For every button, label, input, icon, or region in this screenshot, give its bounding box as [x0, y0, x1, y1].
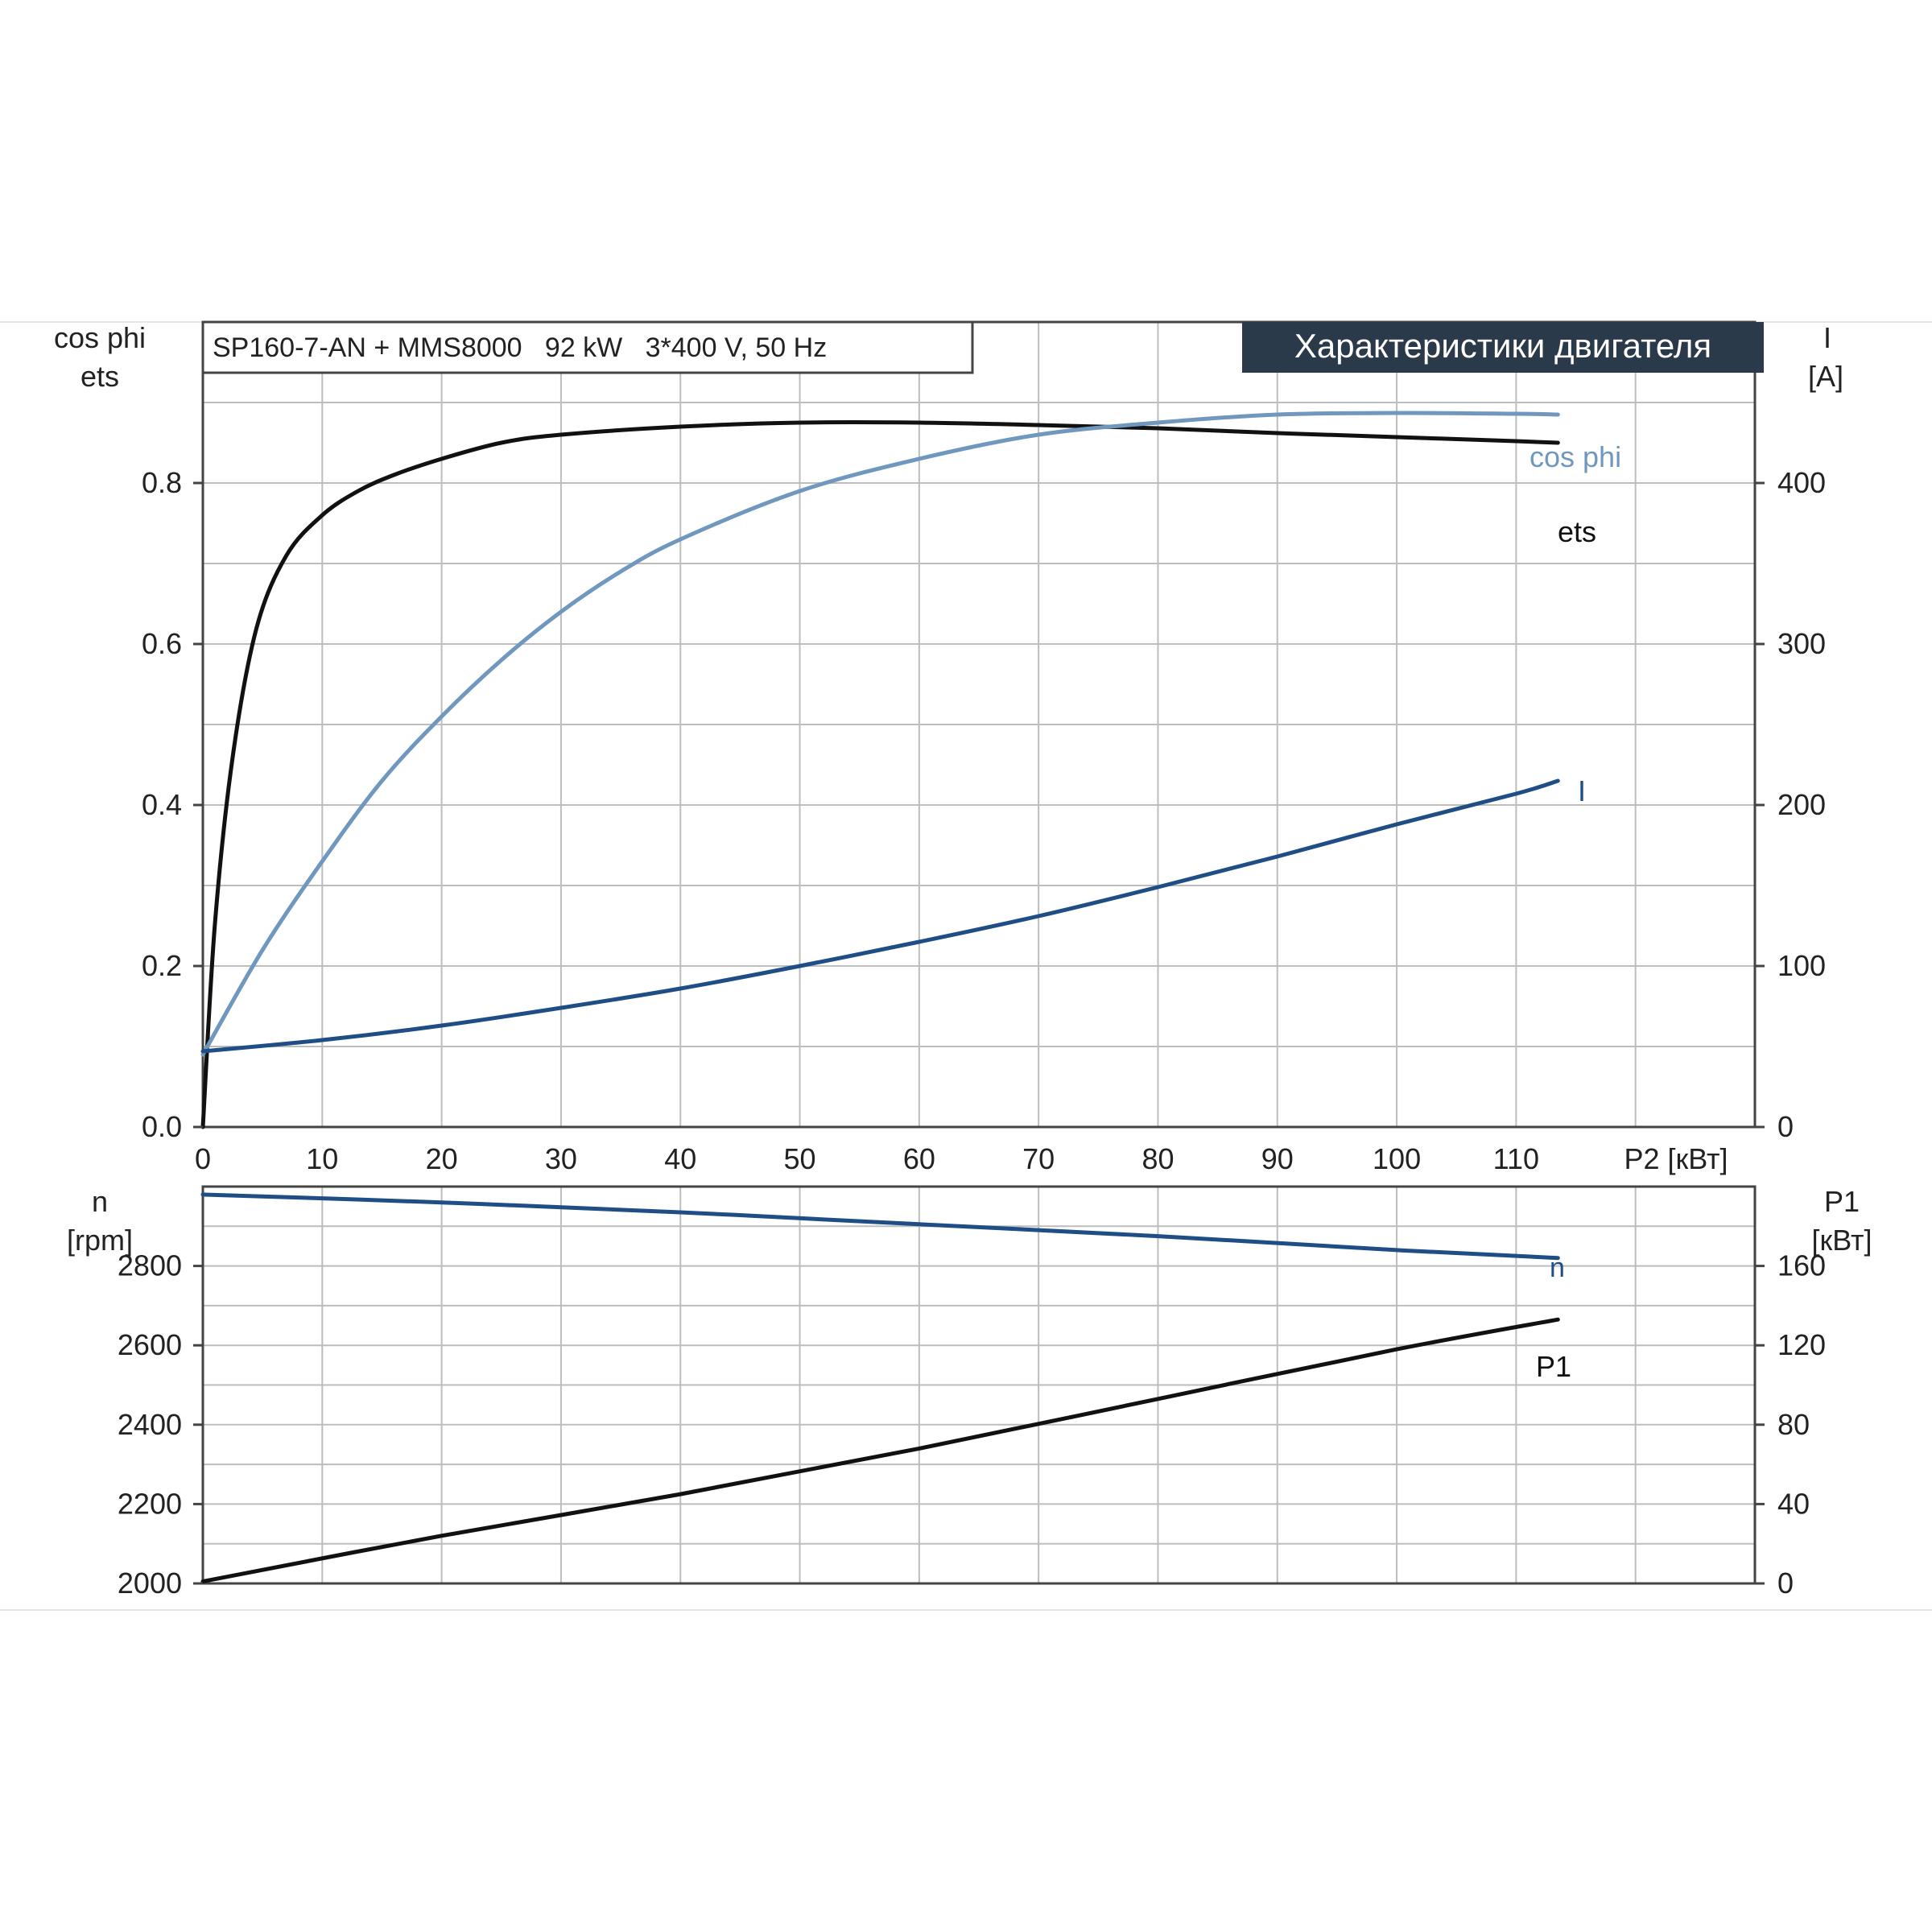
lower-panel-series [200, 1192, 1560, 1583]
series-line-n [200, 1192, 1560, 1261]
y-right-tick-label: 400 [1777, 466, 1826, 499]
x-tick-label: 10 [306, 1142, 338, 1175]
y-left-tick-label: 0.2 [142, 949, 182, 982]
lower-right-axis-title-1: P1 [1824, 1185, 1860, 1218]
upper-right-axis-title-1: I [1823, 321, 1831, 354]
y-right-tick-label: 0 [1777, 1110, 1794, 1143]
y-right-tick-label: 100 [1777, 949, 1826, 982]
upper-left-axis-title-1: cos phi [54, 321, 146, 354]
x-tick-label: 20 [426, 1142, 458, 1175]
upper-panel-series [200, 411, 1560, 1129]
x-axis-title: P2 [кВт] [1624, 1142, 1728, 1175]
y-left-tick-label: 2800 [118, 1249, 182, 1282]
y-right-tick-label: 40 [1777, 1487, 1810, 1520]
series-line-ets [200, 420, 1560, 1129]
series-line-i [200, 778, 1560, 1054]
y-right-tick-label: 200 [1777, 788, 1826, 821]
y-right-tick-label: 120 [1777, 1328, 1826, 1361]
y-left-tick-label: 2200 [118, 1487, 182, 1520]
upper-right-axis-title-2: [A] [1808, 360, 1843, 393]
series-label-ets: ets [1558, 515, 1596, 548]
y-right-tick-label: 160 [1777, 1249, 1826, 1282]
x-tick-label: 0 [195, 1142, 211, 1175]
series-line-cos-phi [200, 411, 1560, 1057]
x-tick-label: 60 [903, 1142, 935, 1175]
x-tick-label: 100 [1373, 1142, 1421, 1175]
y-left-tick-label: 2600 [118, 1328, 182, 1361]
lower-left-axis-title-1: n [92, 1185, 108, 1218]
chart-title: Характеристики двигателя [1294, 327, 1711, 365]
x-tick-label: 50 [784, 1142, 816, 1175]
series-label-n: n [1550, 1253, 1565, 1283]
series-label-p1: P1 [1536, 1350, 1571, 1383]
y-right-tick-label: 0 [1777, 1567, 1794, 1600]
x-tick-label: 80 [1141, 1142, 1174, 1175]
y-left-tick-label: 0.0 [142, 1110, 182, 1143]
y-left-tick-label: 2000 [118, 1567, 182, 1600]
y-left-tick-label: 2400 [118, 1408, 182, 1441]
title-badge [1242, 322, 1764, 373]
y-right-tick-label: 80 [1777, 1408, 1810, 1441]
lower-left-axis-title-2: [rpm] [67, 1224, 133, 1257]
x-tick-label: 30 [545, 1142, 577, 1175]
y-left-tick-label: 0.6 [142, 627, 182, 660]
lower-panel-grid [203, 1187, 1755, 1583]
series-line-p1 [200, 1317, 1560, 1583]
x-tick-label: 110 [1493, 1142, 1539, 1175]
upper-left-axis-title-2: ets [80, 360, 119, 393]
x-tick-label: 40 [664, 1142, 696, 1175]
x-tick-label: 70 [1022, 1142, 1055, 1175]
series-label-cos-phi: cos phi [1530, 440, 1621, 473]
subtitle-box [201, 320, 974, 374]
subtitle-text: SP160-7-AN + MMS8000 92 kW 3*400 V, 50 H… [213, 332, 827, 363]
series-label-i: I [1578, 774, 1586, 807]
lower-panel-frame [201, 1185, 1757, 1585]
y-right-tick-label: 300 [1777, 627, 1826, 660]
x-tick-label: 90 [1261, 1142, 1294, 1175]
lower-right-axis-title-2: [кВт] [1811, 1224, 1872, 1257]
y-left-tick-label: 0.4 [142, 788, 182, 821]
upper-panel-grid [203, 322, 1755, 1127]
y-left-tick-label: 0.8 [142, 466, 182, 499]
upper-panel-frame [201, 320, 1757, 1129]
